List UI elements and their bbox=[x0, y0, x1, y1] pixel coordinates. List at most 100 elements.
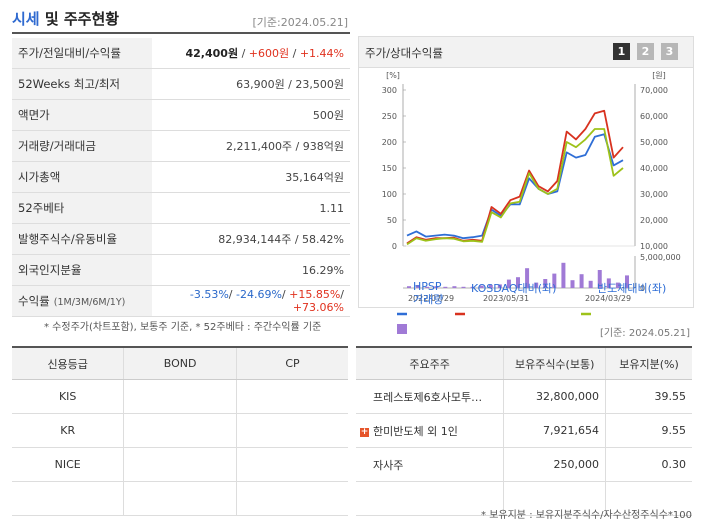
volume-bar bbox=[443, 286, 448, 288]
series-line bbox=[406, 133, 624, 240]
value-part: / bbox=[228, 288, 236, 301]
right-tick-label: 10,000 bbox=[640, 242, 668, 251]
credit-cell bbox=[12, 481, 124, 516]
section-header: 시세 및 주주현황 [기준:2024.05.21] bbox=[12, 8, 350, 34]
holder-shares bbox=[503, 481, 606, 516]
price-note: * 수정주가(차트포함), 보통주 기준, * 52주베타 : 주간수익률 기준 bbox=[44, 322, 322, 333]
label-text: 액면가 bbox=[18, 108, 50, 122]
section-title-main: 시세 bbox=[12, 10, 40, 28]
left-axis-unit: [%] bbox=[386, 71, 400, 80]
value-part: 35,164억원 bbox=[285, 171, 344, 184]
legend-label: 거래량 bbox=[413, 293, 444, 306]
value-part: +1.44% bbox=[299, 47, 344, 60]
price-row-label: 시가총액 bbox=[12, 161, 152, 193]
credit-cell: KR bbox=[12, 413, 124, 448]
legend-label: HPSP bbox=[413, 280, 442, 293]
volume-bar bbox=[525, 268, 530, 288]
volume-bar bbox=[416, 285, 421, 288]
price-row: 거래량/거래대금 2,211,400주 / 938억원 bbox=[12, 130, 350, 162]
credit-cell bbox=[123, 447, 237, 482]
label-text: 52주베타 bbox=[18, 201, 65, 215]
volume-bar bbox=[479, 285, 484, 288]
right-tick-label: 50,000 bbox=[640, 138, 668, 147]
value-part: 2,211,400주 / 938억원 bbox=[225, 140, 344, 153]
x-tick-label: 2022/07/29 bbox=[408, 294, 454, 303]
value-part: 42,400원 bbox=[185, 47, 239, 60]
holders-col-header: 주요주주 bbox=[356, 346, 504, 380]
credit-row: KIS bbox=[12, 379, 348, 414]
price-row: 52Weeks 최고/최저 63,900원 / 23,500원 bbox=[12, 68, 350, 100]
price-row: 발행주식수/유동비율 82,934,144주 / 58.42% bbox=[12, 223, 350, 255]
holders-note: * 보유지분 : 보유지분주식수/자수산정주식수*100 bbox=[481, 510, 692, 521]
volume-bar bbox=[506, 279, 511, 288]
chart-page-3-button[interactable]: 3 bbox=[661, 43, 678, 60]
x-tick-label: 2024/03/29 bbox=[585, 294, 631, 303]
legend-label: 반도체대비(좌) bbox=[597, 282, 667, 295]
volume-bar bbox=[452, 286, 457, 288]
price-row-label: 발행주식수/유동비율 bbox=[12, 223, 152, 255]
credit-cell: NICE bbox=[12, 447, 124, 482]
value-part: 1.11 bbox=[319, 201, 345, 215]
credit-cell bbox=[235, 379, 348, 414]
credit-cell bbox=[235, 447, 348, 482]
value-part: +73.06% bbox=[292, 301, 344, 314]
value-part: / bbox=[281, 288, 290, 301]
chart-page-1-button[interactable]: 1 bbox=[613, 43, 630, 60]
price-row: 액면가 500원 bbox=[12, 99, 350, 131]
right-tick-label: 20,000 bbox=[640, 216, 668, 225]
label-text: 주가/전일대비/수익률 bbox=[18, 46, 121, 60]
holder-name-cell[interactable]: + 한미반도체 외 1인 bbox=[356, 413, 504, 448]
holders-row: + 한미반도체 외 1인 7,921,654 9.55 bbox=[356, 413, 692, 448]
label-text: 외국인지분율 bbox=[18, 263, 82, 277]
volume-bar bbox=[606, 278, 611, 288]
holders-row: 자사주 250,000 0.30 bbox=[356, 447, 692, 482]
left-tick-label: 50 bbox=[387, 216, 397, 225]
value-part: -3.53% bbox=[189, 288, 229, 301]
volume-bar bbox=[407, 286, 411, 288]
volume-zero-label: 0 bbox=[640, 284, 645, 293]
holder-shares: 32,800,000 bbox=[503, 379, 606, 414]
left-tick-label: 200 bbox=[382, 138, 397, 147]
label-text: 시가총액 bbox=[18, 170, 61, 184]
label-text: 수익률 bbox=[18, 294, 50, 308]
price-row-value: 500원 bbox=[152, 99, 350, 131]
price-row-value: 35,164억원 bbox=[152, 161, 350, 193]
price-row-value: 42,400원 / +600원 / +1.44% bbox=[152, 38, 350, 69]
price-row: 수익률 (1M/3M/6M/1Y) -3.53%/ -24.69%/ +15.85%… bbox=[12, 285, 350, 317]
volume-tick-label: 5,000,000 bbox=[640, 253, 681, 262]
chart-page-2-button[interactable]: 2 bbox=[637, 43, 654, 60]
credit-col-header: CP bbox=[235, 346, 348, 380]
basis-date: [기준:2024.05.21] bbox=[252, 16, 348, 29]
right-tick-label: 30,000 bbox=[640, 190, 668, 199]
left-tick-label: 300 bbox=[382, 86, 397, 95]
volume-bar bbox=[461, 286, 466, 288]
series-line bbox=[406, 128, 624, 246]
holders-col-header: 보유지분(%) bbox=[605, 346, 692, 380]
credit-cell: KIS bbox=[12, 379, 124, 414]
price-row-label: 52Weeks 최고/최저 bbox=[12, 68, 152, 100]
price-row-label: 주가/전일대비/수익률 bbox=[12, 38, 152, 69]
label-text: 발행주식수/유동비율 bbox=[18, 232, 118, 246]
holders-basis: [기준: 2024.05.21] bbox=[599, 328, 690, 339]
chart-panel: 주가/상대수익률 1 2 3 [%] [원] 300 70,000 250 60,000 2… bbox=[358, 36, 694, 334]
series-line bbox=[406, 109, 624, 245]
value-part: / bbox=[340, 288, 344, 301]
volume-bar bbox=[615, 282, 620, 288]
volume-bar bbox=[552, 273, 557, 288]
holders-col-header: 보유주식수(보통) bbox=[503, 346, 606, 380]
left-tick-label: 150 bbox=[382, 164, 397, 173]
volume-bar bbox=[425, 286, 430, 288]
holder-name: 프레스토제6호사모투… bbox=[373, 390, 483, 404]
price-row-value: 82,934,144주 / 58.42% bbox=[152, 223, 350, 255]
left-tick-label: 250 bbox=[382, 112, 397, 121]
value-part: 500원 bbox=[312, 109, 344, 122]
credit-row: KR bbox=[12, 413, 348, 448]
credit-cell bbox=[235, 413, 348, 448]
left-tick-label: 100 bbox=[382, 190, 397, 199]
expand-plus-icon[interactable]: + bbox=[360, 426, 369, 437]
price-row: 시가총액 35,164억원 bbox=[12, 161, 350, 193]
price-row-value: 1.11 bbox=[152, 192, 350, 224]
volume-bar bbox=[488, 285, 493, 288]
holder-name-cell: 자사주 bbox=[356, 447, 504, 482]
right-tick-label: 70,000 bbox=[640, 86, 668, 95]
